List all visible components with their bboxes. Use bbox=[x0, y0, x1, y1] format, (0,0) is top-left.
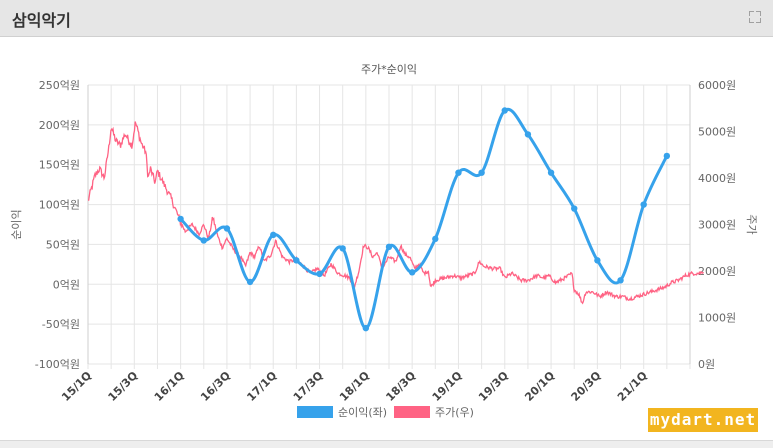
x-tick-label: 19/1Q bbox=[430, 369, 465, 404]
earnings-point bbox=[385, 243, 393, 251]
y-left-tick-label: -100억원 bbox=[35, 358, 80, 371]
panel-title: 삼익악기 bbox=[12, 11, 71, 30]
earnings-point bbox=[432, 235, 439, 243]
y-right-tick-label: 5000원 bbox=[698, 126, 736, 139]
x-tick-label: 18/3Q bbox=[383, 369, 418, 404]
legend-label-price: 주가(우) bbox=[435, 406, 474, 419]
x-tick-label: 17/1Q bbox=[244, 369, 279, 404]
legend-swatch-earnings bbox=[297, 406, 333, 418]
y-right-axis-title: 주가 bbox=[745, 214, 758, 234]
earnings-point bbox=[640, 201, 647, 208]
earnings-point bbox=[339, 245, 346, 252]
panel-header: 삼익악기 bbox=[0, 0, 773, 37]
y-left-tick-label: -50억원 bbox=[42, 318, 80, 331]
earnings-point bbox=[617, 277, 624, 284]
y-left-tick-label: 200억원 bbox=[39, 119, 80, 132]
earnings-point bbox=[547, 169, 555, 176]
watermark: mydart.net bbox=[648, 408, 758, 432]
x-tick-label: 15/3Q bbox=[106, 369, 141, 404]
y-left-tick-label: 250억원 bbox=[39, 79, 80, 92]
legend: 순이익(좌) 주가(우) bbox=[297, 406, 474, 419]
x-tick-label: 19/3Q bbox=[476, 369, 511, 404]
x-tick-label: 17/3Q bbox=[291, 369, 326, 404]
earnings-point bbox=[362, 324, 370, 332]
y-right-tick-label: 0원 bbox=[698, 358, 715, 371]
y-left-tick-label: 150억원 bbox=[39, 159, 80, 172]
legend-label-earnings: 순이익(좌) bbox=[338, 406, 387, 419]
earnings-point bbox=[478, 169, 485, 176]
earnings-point bbox=[270, 231, 277, 239]
panel-footer-border bbox=[0, 440, 773, 448]
y-right-tick-label: 6000원 bbox=[698, 79, 736, 92]
chart-title: 주가*순이익 bbox=[361, 63, 417, 76]
earnings-point bbox=[524, 131, 532, 138]
y-left-tick-label: 0억원 bbox=[53, 278, 80, 291]
earnings-point bbox=[200, 237, 207, 244]
y-right-tick-label: 1000원 bbox=[698, 312, 736, 325]
earnings-point bbox=[408, 269, 416, 276]
grid bbox=[87, 84, 691, 369]
earnings-point bbox=[594, 257, 601, 264]
y-right-tick-label: 3000원 bbox=[698, 219, 736, 232]
legend-swatch-price bbox=[394, 406, 430, 418]
earnings-point bbox=[293, 257, 300, 264]
earnings-point bbox=[316, 270, 323, 278]
x-tick-label: 16/1Q bbox=[152, 369, 187, 404]
x-tick-label: 20/3Q bbox=[569, 369, 604, 404]
earnings-point bbox=[177, 215, 184, 223]
earnings-point bbox=[663, 152, 671, 160]
x-tick-label: 20/1Q bbox=[522, 369, 557, 404]
x-tick-label: 21/1Q bbox=[615, 369, 650, 404]
expand-icon[interactable] bbox=[749, 11, 761, 23]
earnings-point bbox=[246, 278, 254, 286]
x-tick-label: 15/1Q bbox=[59, 369, 94, 404]
y-left-tick-label: 50억원 bbox=[46, 238, 80, 251]
y-left-axis-title: 순이익 bbox=[10, 209, 23, 239]
x-tick-label: 16/3Q bbox=[198, 369, 233, 404]
y-right-tick-label: 2000원 bbox=[698, 265, 736, 278]
x-tick-label: 18/1Q bbox=[337, 369, 372, 404]
earnings-point bbox=[571, 205, 578, 212]
series-line-earnings bbox=[179, 107, 669, 330]
series-line-price bbox=[88, 121, 704, 305]
y-left-tick-label: 100억원 bbox=[39, 199, 80, 212]
earnings-point bbox=[223, 225, 231, 232]
earnings-point bbox=[501, 107, 508, 114]
chart: 주가*순이익 -100억원 -50억원 0억원 50억원 100억원 150억원 200억원 2… bbox=[10, 63, 758, 419]
earnings-point bbox=[455, 169, 462, 176]
y-right-tick-label: 4000원 bbox=[698, 172, 736, 185]
